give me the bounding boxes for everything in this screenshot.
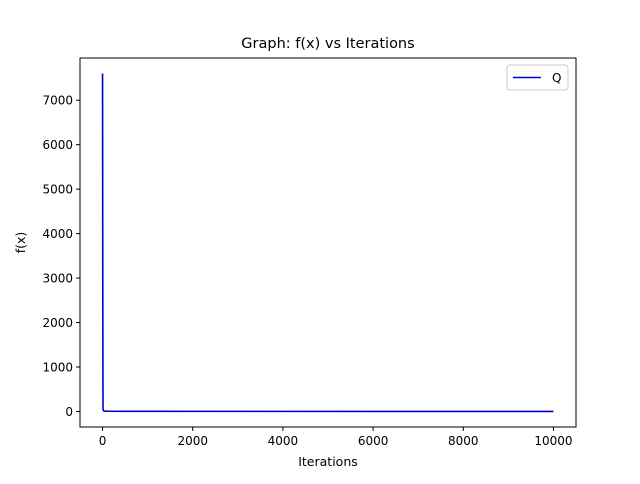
legend: Q [506,64,569,91]
x-tick-label: 6000 [358,434,389,448]
y-tick-label: 6000 [42,138,73,152]
y-axis-label: f(x) [13,232,28,254]
legend-label: Q [552,71,561,85]
x-tick-label: 2000 [177,434,208,448]
x-tick-label: 10000 [534,434,572,448]
x-axis-label: Iterations [298,454,358,469]
series-layer [101,73,554,413]
y-axis-ticks: 0 1000 2000 3000 4000 5000 6000 7000 [42,94,80,419]
x-tick-label: 4000 [268,434,299,448]
axes-frame [79,57,577,428]
y-tick-label: 7000 [42,94,73,108]
y-tick-label: 1000 [42,360,73,374]
x-tick-label: 8000 [448,434,479,448]
x-axis-ticks: 0 2000 4000 6000 8000 10000 [99,427,573,448]
series-line-1 [101,73,554,413]
y-tick-label: 2000 [42,316,73,330]
chart-title: Graph: f(x) vs Iterations [241,36,414,52]
y-tick-label: 4000 [42,227,73,241]
y-tick-label: 3000 [42,272,73,286]
y-tick-label: 5000 [42,183,73,197]
y-tick-label: 0 [65,405,73,419]
x-tick-label: 0 [99,434,107,448]
